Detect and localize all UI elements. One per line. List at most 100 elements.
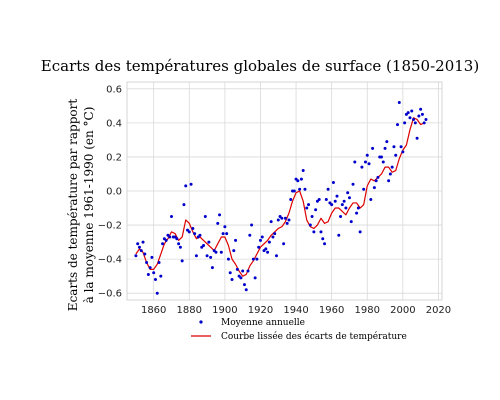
data-point (392, 145, 396, 149)
x-axis-ticks: 1860 1880 1900 1920 1940 1960 1980 2000 2020 (141, 305, 451, 316)
y-axis-label-line-1: Ecarts de température par rapport (66, 99, 80, 312)
data-point (363, 160, 367, 164)
data-point (143, 252, 147, 256)
data-point (232, 249, 236, 253)
data-point (419, 107, 423, 111)
data-point (203, 215, 207, 219)
data-point (308, 223, 312, 227)
data-point (305, 206, 309, 210)
data-point (420, 112, 424, 116)
x-tick-label: 1940 (283, 305, 308, 316)
data-point (285, 221, 289, 225)
data-point (153, 278, 157, 282)
data-point (346, 191, 350, 195)
data-point (422, 121, 426, 125)
data-point (180, 259, 184, 263)
data-point (228, 271, 232, 275)
data-point (187, 230, 191, 234)
plot-area: 1860 1880 1900 1920 1940 1960 1980 2000 2020 −0.… (98, 81, 451, 316)
data-point (424, 117, 428, 121)
data-point (413, 121, 417, 125)
data-point (218, 213, 222, 217)
data-point (267, 240, 271, 244)
data-point (360, 165, 364, 169)
data-point (394, 153, 398, 157)
data-point (408, 116, 412, 120)
data-point (251, 257, 255, 261)
data-point (161, 242, 165, 246)
data-point (216, 221, 220, 225)
data-point (347, 196, 351, 200)
x-tick-label: 1900 (212, 305, 237, 316)
data-point (312, 230, 316, 234)
data-point (184, 184, 188, 188)
data-point (349, 220, 353, 224)
y-tick-label: 0.0 (106, 187, 122, 198)
data-point (191, 226, 195, 230)
grid (127, 82, 442, 300)
smoothed-curve (135, 117, 425, 277)
data-point (273, 232, 277, 236)
data-point (362, 187, 366, 191)
data-point (257, 245, 261, 249)
data-point (353, 160, 357, 164)
data-point (145, 261, 149, 265)
data-point (371, 146, 375, 150)
data-point (169, 215, 173, 219)
data-point (351, 182, 355, 186)
data-point (280, 216, 284, 220)
data-point (301, 169, 305, 173)
x-tick-label: 1960 (319, 305, 344, 316)
data-point (319, 230, 323, 234)
data-point (282, 242, 286, 246)
y-tick-label: 0.2 (106, 152, 122, 163)
data-point (226, 257, 230, 261)
data-point (230, 278, 234, 282)
annual-mean-series (134, 100, 428, 295)
data-point (260, 235, 264, 239)
data-point (271, 235, 275, 239)
x-tick-label: 2000 (390, 305, 415, 316)
data-point (202, 244, 206, 247)
data-point (194, 254, 198, 258)
data-point (146, 272, 150, 276)
data-point (189, 182, 193, 186)
data-point (219, 250, 223, 254)
data-point (255, 257, 259, 261)
data-point (241, 269, 245, 273)
data-point (141, 240, 145, 244)
data-point (205, 254, 209, 258)
data-point (299, 177, 303, 181)
data-point (150, 255, 154, 259)
data-point (335, 194, 339, 198)
data-point (333, 199, 337, 203)
data-point (310, 215, 314, 219)
data-point (136, 242, 140, 246)
data-point (287, 218, 291, 222)
data-point (307, 203, 311, 207)
data-point (148, 266, 152, 270)
data-point (331, 180, 335, 184)
data-point (269, 220, 273, 224)
plot-frame (126, 81, 443, 301)
data-point (253, 276, 257, 280)
legend: Moyenne annuelle Courbe lissée des écart… (191, 318, 407, 342)
y-tick-label: −0.2 (98, 221, 122, 232)
y-tick-label: −0.4 (98, 255, 122, 266)
x-tick-label: 1880 (177, 305, 202, 316)
legend-label-smoothed: Courbe lissée des écarts de température (221, 331, 407, 342)
data-point (298, 187, 302, 191)
data-point (266, 250, 270, 254)
data-point (417, 114, 421, 118)
data-point (340, 203, 344, 207)
data-point (258, 238, 262, 242)
legend-marker-annual-mean (199, 320, 203, 324)
data-point (376, 175, 380, 179)
y-axis-ticks: −0.6 −0.4 −0.2 0.0 0.2 0.4 0.6 (98, 84, 122, 299)
smoothed-series (135, 117, 425, 277)
data-point (323, 242, 327, 246)
data-point (235, 267, 239, 271)
data-point (175, 237, 179, 241)
